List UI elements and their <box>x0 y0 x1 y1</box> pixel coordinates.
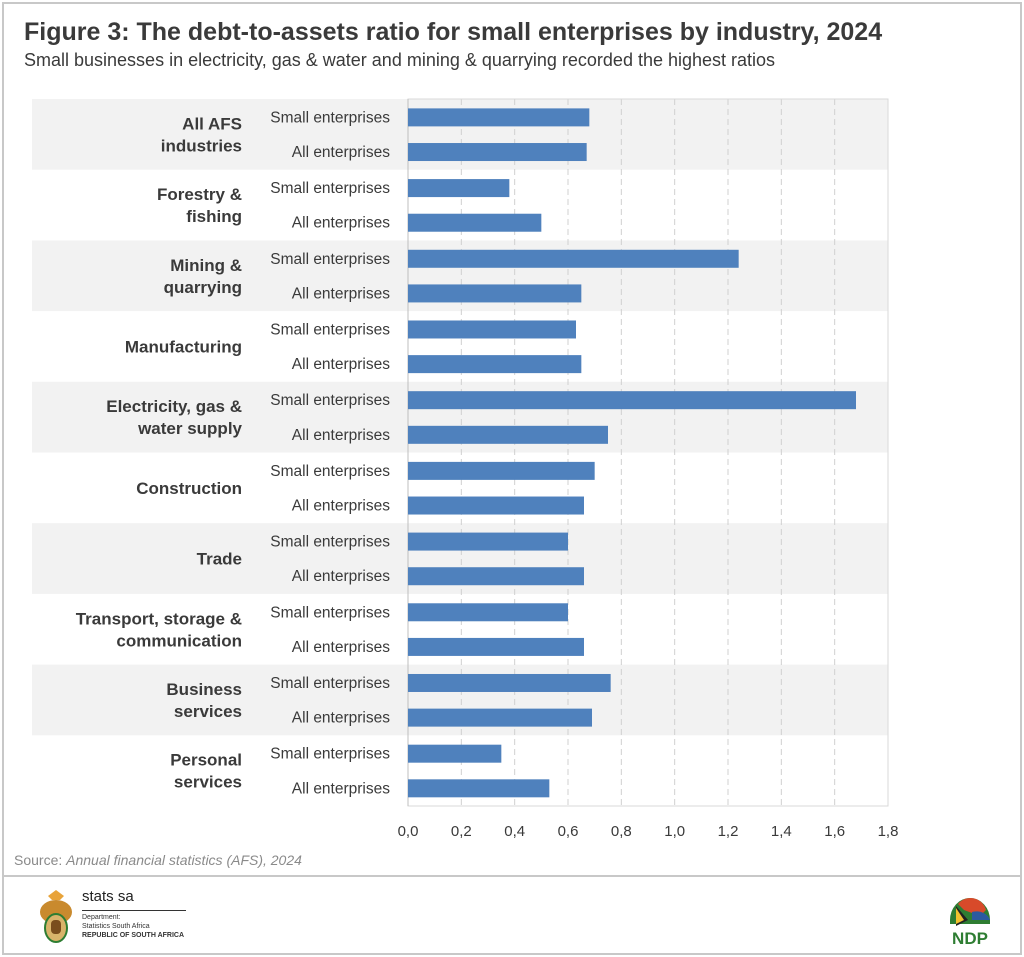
series-sub-label: Small enterprises <box>270 534 390 551</box>
x-tick-label: 0,2 <box>451 823 472 840</box>
category-label: industries <box>161 136 242 155</box>
series-sub-label: Small enterprises <box>270 463 390 480</box>
logo-rule <box>82 910 186 911</box>
x-tick-label: 1,6 <box>824 823 845 840</box>
series-sub-label: Small enterprises <box>270 109 390 126</box>
bar <box>408 779 550 798</box>
category-label: water supply <box>137 419 242 438</box>
bar <box>408 673 611 692</box>
source-note: Source: Annual financial statistics (AFS… <box>14 852 302 868</box>
series-sub-label: All enterprises <box>292 144 390 161</box>
series-sub-label: Small enterprises <box>270 251 390 268</box>
bar <box>408 603 568 622</box>
bar <box>408 708 592 727</box>
category-label: services <box>174 702 242 721</box>
series-sub-label: All enterprises <box>292 427 390 444</box>
category-label: Forestry & <box>157 185 242 204</box>
category-label: communication <box>116 631 242 650</box>
category-label: Manufacturing <box>125 337 242 356</box>
category-label: Trade <box>197 550 242 569</box>
series-sub-label: Small enterprises <box>270 392 390 409</box>
series-sub-label: All enterprises <box>292 568 390 585</box>
series-sub-label: All enterprises <box>292 780 390 797</box>
bar <box>408 391 856 410</box>
x-tick-label: 0,4 <box>504 823 525 840</box>
dept-line-1: Department: <box>82 914 121 921</box>
source-text: Annual financial statistics (AFS), 2024 <box>66 852 302 868</box>
series-sub-label: All enterprises <box>292 215 390 232</box>
bar <box>408 461 595 480</box>
category-label: Personal <box>170 751 242 770</box>
bar <box>408 496 584 515</box>
series-sub-label: All enterprises <box>292 356 390 373</box>
chart-title: Figure 3: The debt-to-assets ratio for s… <box>24 18 883 46</box>
bar <box>408 355 582 374</box>
category-label: Business <box>166 680 242 699</box>
source-prefix: Source: <box>14 852 67 868</box>
series-sub-label: Small enterprises <box>270 675 390 692</box>
category-label: quarrying <box>164 278 242 297</box>
x-tick-label: 0,8 <box>611 823 632 840</box>
ndp-2030-logo-icon: NDP <box>950 897 990 946</box>
svg-text:NDP: NDP <box>952 929 988 946</box>
x-tick-label: 1,4 <box>771 823 792 840</box>
stats-sa-logo: stats sa Department: Statistics South Af… <box>34 886 194 946</box>
series-sub-label: Small enterprises <box>270 604 390 621</box>
footer-divider <box>4 875 1020 877</box>
category-label: Electricity, gas & <box>106 397 242 416</box>
chart-subtitle: Small businesses in electricity, gas & w… <box>24 50 776 70</box>
series-sub-label: Small enterprises <box>270 746 390 763</box>
coat-of-arms-icon <box>40 890 72 943</box>
x-tick-label: 1,2 <box>718 823 739 840</box>
series-sub-label: All enterprises <box>292 639 390 656</box>
bar <box>408 249 739 268</box>
dept-line-2: Statistics South Africa <box>82 923 150 930</box>
x-tick-label: 0,6 <box>558 823 579 840</box>
category-label: Mining & <box>170 256 242 275</box>
bar <box>408 744 502 763</box>
category-label: All AFS <box>182 114 242 133</box>
bar <box>408 284 582 303</box>
category-label: fishing <box>186 207 242 226</box>
bar <box>408 143 587 162</box>
series-sub-label: Small enterprises <box>270 321 390 338</box>
x-tick-label: 0,0 <box>398 823 419 840</box>
x-tick-label: 1,8 <box>878 823 899 840</box>
series-sub-label: Small enterprises <box>270 180 390 197</box>
series-sub-label: All enterprises <box>292 285 390 302</box>
bar <box>408 637 584 656</box>
bar <box>408 213 542 232</box>
x-tick-label: 1,0 <box>664 823 685 840</box>
logo-name: stats sa <box>82 888 134 905</box>
bar <box>408 108 590 127</box>
category-label: services <box>174 773 242 792</box>
dept-line-3: REPUBLIC OF SOUTH AFRICA <box>82 932 185 939</box>
bar <box>408 532 568 551</box>
category-label: Transport, storage & <box>76 609 242 628</box>
bar <box>408 179 510 198</box>
bar <box>408 425 608 444</box>
bar <box>408 320 576 339</box>
category-label: Construction <box>136 479 242 498</box>
bar <box>408 567 584 586</box>
bar-chart: 0,0 0,2 0,4 0,6 0,8 1,0 1,2 1,4 1,6 1,8 Small ente… <box>32 98 899 840</box>
series-sub-label: All enterprises <box>292 498 390 515</box>
series-sub-label: All enterprises <box>292 710 390 727</box>
